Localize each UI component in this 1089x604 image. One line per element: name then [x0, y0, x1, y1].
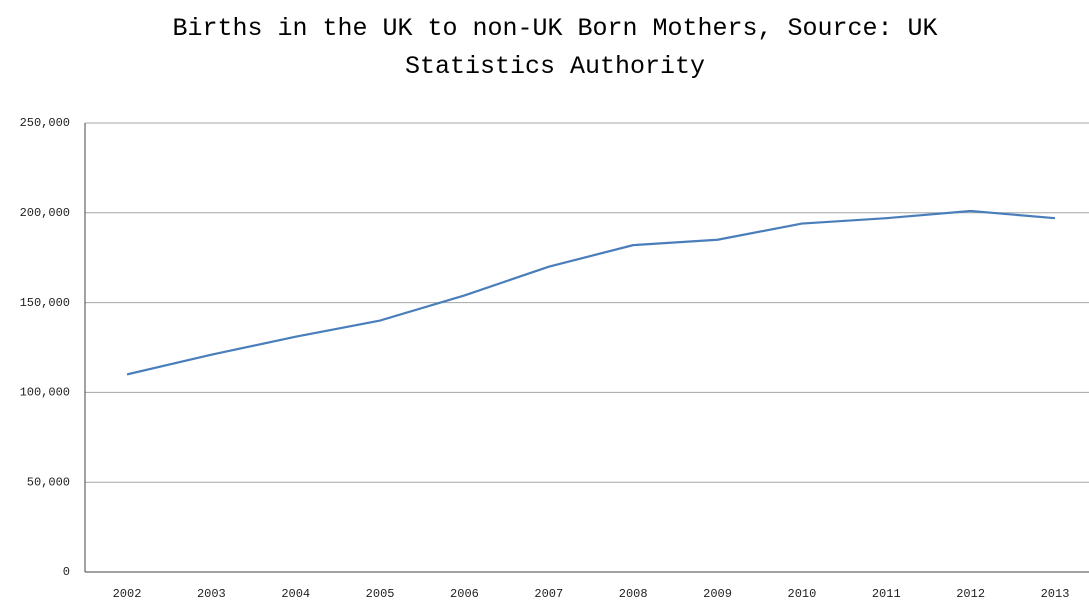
x-tick-label: 2008: [619, 587, 648, 601]
x-tick-label: 2007: [534, 587, 563, 601]
x-tick-label: 2006: [450, 587, 479, 601]
data-line: [126, 209, 1056, 376]
x-tick-label: 2012: [956, 587, 985, 601]
x-tick-label: 2005: [366, 587, 395, 601]
y-tick-label: 0: [63, 565, 70, 579]
x-tick-label: 2003: [197, 587, 226, 601]
x-tick-label: 2013: [1041, 587, 1070, 601]
chart-title: Births in the UK to non-UK Born Mothers,…: [172, 14, 938, 81]
y-tick-label: 150,000: [20, 296, 70, 310]
x-tick-label: 2011: [872, 587, 901, 601]
x-tick-label: 2009: [703, 587, 732, 601]
y-tick-label: 50,000: [27, 475, 70, 489]
x-tick-label: 2004: [281, 587, 310, 601]
x-tick-label: 2010: [788, 587, 817, 601]
y-tick-label: 100,000: [20, 386, 70, 400]
y-tick-label: 200,000: [20, 206, 70, 220]
x-tick-label: 2002: [113, 587, 142, 601]
y-tick-label: 250,000: [20, 116, 70, 130]
